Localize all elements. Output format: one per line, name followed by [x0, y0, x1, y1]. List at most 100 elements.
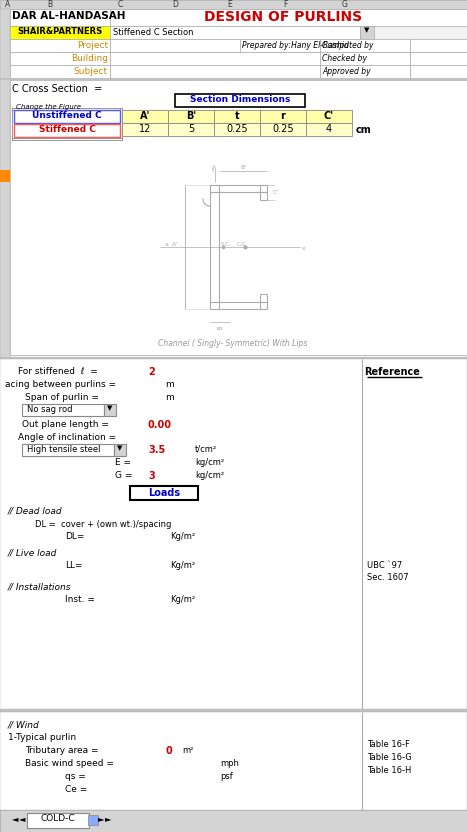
Bar [0, 170, 10, 182]
Bar [320, 65, 410, 78]
Text: r: r [281, 111, 285, 121]
Bar [27, 813, 89, 828]
Bar [168, 110, 214, 123]
Text: Change the Figure: Change the Figure [16, 104, 81, 110]
Text: E =: E = [115, 458, 131, 467]
Text: DESIGN OF PURLINS: DESIGN OF PURLINS [204, 10, 362, 24]
Bar [0, 0, 467, 9]
Text: ▼: ▼ [107, 405, 113, 411]
Bar [240, 39, 320, 52]
Text: 1-Typical purlin: 1-Typical purlin [8, 733, 76, 742]
Text: m²: m² [182, 746, 193, 755]
Text: acing between purlins =: acing between purlins = [5, 380, 116, 389]
Text: 0.00: 0.00 [148, 420, 172, 430]
Text: Angle of inclination =: Angle of inclination = [18, 433, 116, 442]
Text: Kg/m²: Kg/m² [170, 532, 195, 541]
Bar [120, 108, 122, 140]
Text: No sag rod: No sag rod [27, 405, 72, 414]
Text: Kg/m²: Kg/m² [170, 595, 195, 604]
Bar [12, 108, 122, 110]
Text: Stiffened C Section: Stiffened C Section [113, 28, 193, 37]
Bar [260, 123, 306, 136]
Text: Inst. =: Inst. = [65, 595, 95, 604]
Text: F: F [283, 0, 287, 9]
Text: 0.25: 0.25 [272, 124, 294, 134]
Text: Ce =: Ce = [65, 785, 87, 794]
Text: Kg/m²: Kg/m² [170, 561, 195, 570]
Bar [214, 123, 260, 136]
Text: Basic wind speed =: Basic wind speed = [25, 759, 114, 768]
Text: C: C [117, 0, 123, 9]
Bar [110, 52, 320, 65]
Text: S.C.: S.C. [221, 241, 231, 246]
Text: 0.25: 0.25 [226, 124, 248, 134]
Text: 12: 12 [139, 124, 151, 134]
Text: C Cross Section  =: C Cross Section = [12, 84, 102, 94]
Bar [0, 359, 467, 709]
Text: High tensile steel: High tensile steel [27, 445, 100, 454]
Text: C.G.: C.G. [237, 241, 248, 246]
Bar [10, 80, 467, 355]
Bar [110, 26, 360, 39]
Text: B': B' [186, 111, 196, 121]
Text: 3.5: 3.5 [148, 445, 165, 455]
Bar [88, 815, 98, 825]
Text: Out plane length =: Out plane length = [22, 420, 109, 429]
Text: // Live load: // Live load [8, 548, 57, 557]
Text: B: B [48, 0, 53, 9]
Bar [10, 52, 110, 65]
Text: Unstiffened C: Unstiffened C [32, 111, 102, 120]
Text: ►: ► [98, 814, 105, 823]
Bar [175, 94, 305, 107]
Text: G =: G = [115, 471, 132, 480]
Text: Table 16-F: Table 16-F [367, 740, 410, 749]
Text: Building: Building [71, 54, 108, 63]
Bar [260, 110, 306, 123]
Text: ►: ► [105, 814, 112, 823]
Text: COLD-C: COLD-C [41, 814, 75, 823]
Text: UBC `97: UBC `97 [367, 561, 402, 570]
Text: Span of purlin =: Span of purlin = [25, 393, 99, 402]
Text: xo: xo [216, 326, 224, 331]
Bar [410, 39, 467, 52]
Text: Computed by: Computed by [322, 41, 374, 50]
Text: a: a [165, 241, 169, 246]
Bar [110, 39, 240, 52]
Bar [110, 9, 467, 26]
Bar [10, 9, 110, 26]
Text: E: E [227, 0, 233, 9]
Text: 4: 4 [326, 124, 332, 134]
Bar [122, 110, 168, 123]
Text: Reference: Reference [364, 367, 420, 377]
Bar [0, 78, 467, 80]
Text: C': C' [273, 190, 279, 195]
Text: B': B' [240, 165, 246, 170]
Bar [0, 357, 467, 359]
Bar [306, 110, 352, 123]
Text: m: m [165, 380, 174, 389]
Bar [114, 444, 126, 456]
Text: SHAIR&PARTNERS: SHAIR&PARTNERS [17, 27, 103, 36]
Text: Stiffened C: Stiffened C [39, 125, 95, 134]
Text: ◄: ◄ [12, 814, 19, 823]
Bar [410, 52, 467, 65]
Text: Subject: Subject [74, 67, 108, 76]
Text: Section Dimensions: Section Dimensions [190, 95, 290, 104]
Bar [168, 123, 214, 136]
Text: // Installations: // Installations [8, 582, 71, 591]
Text: m: m [165, 393, 174, 402]
Bar [10, 26, 110, 39]
Text: Table 16-H: Table 16-H [367, 766, 411, 775]
Bar [122, 123, 168, 136]
Text: D: D [172, 0, 178, 9]
Text: A': A' [140, 111, 150, 121]
Bar [0, 709, 467, 712]
Text: Channel ( Singly- Symmetric) With Lips: Channel ( Singly- Symmetric) With Lips [158, 339, 308, 348]
Text: 0: 0 [165, 746, 172, 756]
Bar [0, 712, 467, 810]
Text: Loads: Loads [148, 488, 180, 498]
Bar [130, 486, 198, 500]
Bar [320, 52, 410, 65]
Text: DL=: DL= [65, 532, 85, 541]
Bar [110, 65, 320, 78]
